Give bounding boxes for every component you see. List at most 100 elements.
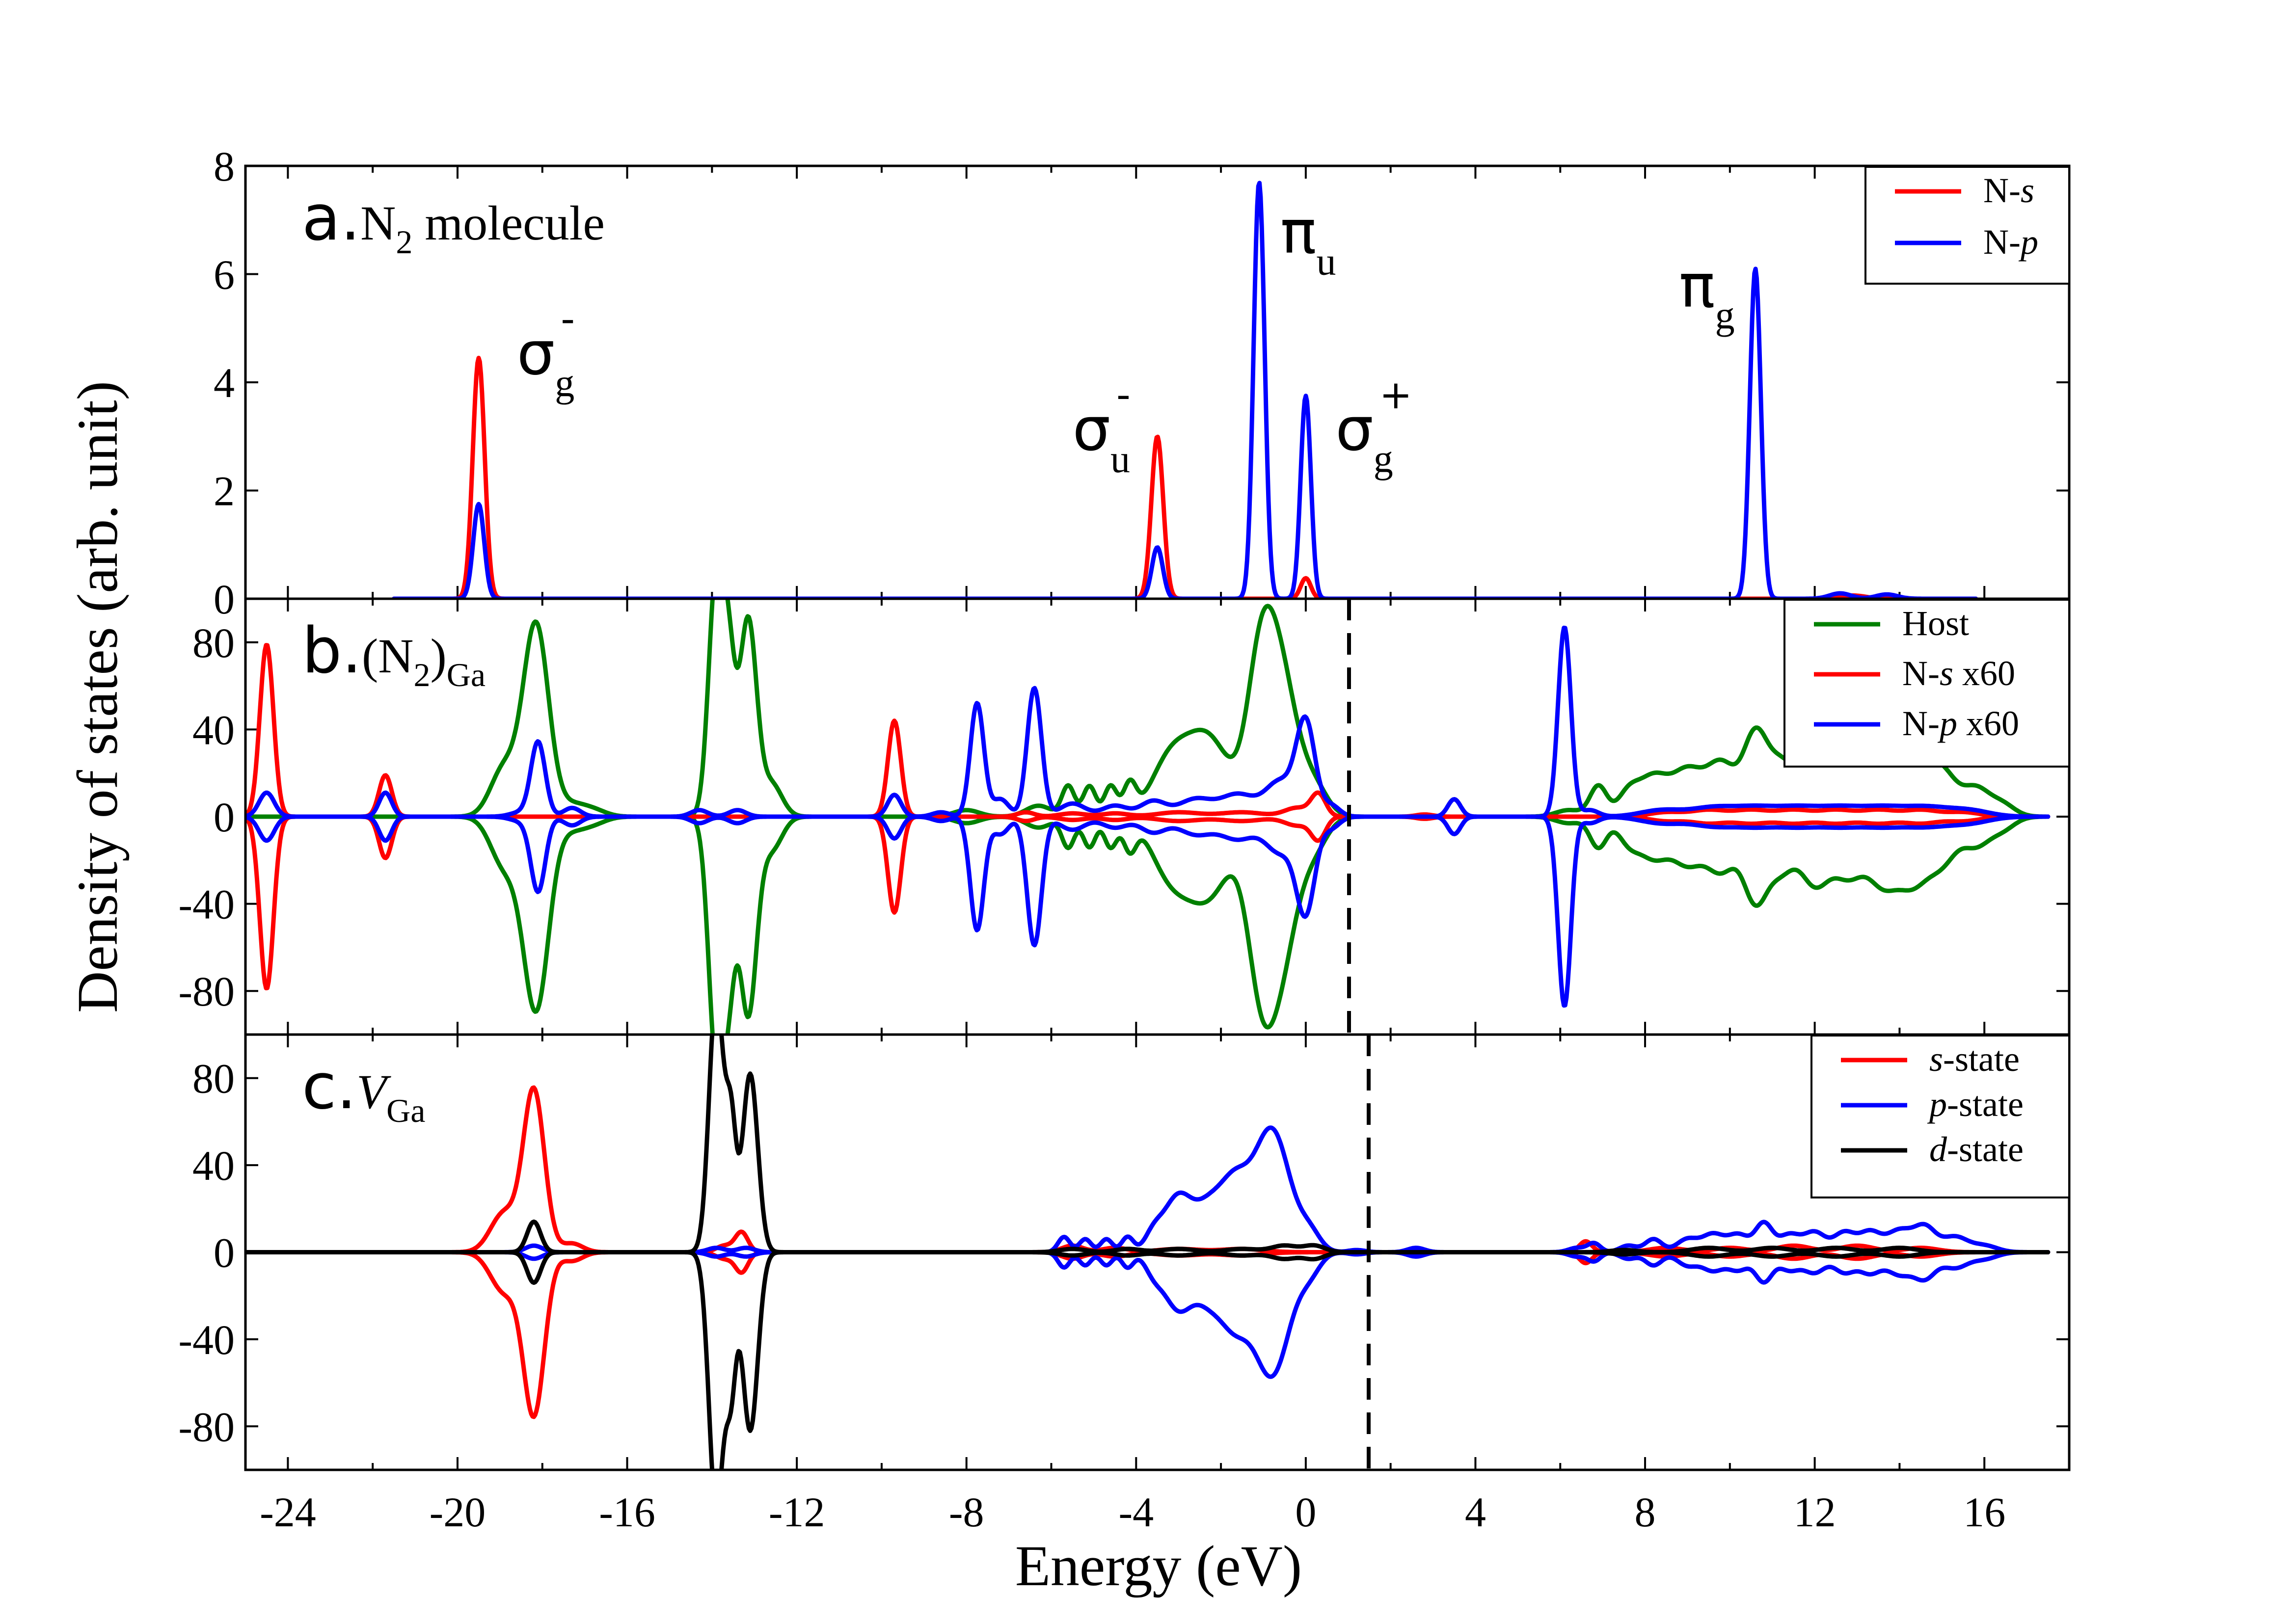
y-tick-label: -40 [178,1316,235,1363]
y-tick-label: 40 [192,1142,235,1189]
x-tick-label: -20 [430,1489,486,1536]
peak-annotation: πu [1280,197,1336,283]
annotation-sup: - [561,296,575,342]
x-tick-label: -24 [260,1489,316,1536]
annotation-symbol: π [1280,197,1316,266]
legend-box [1810,1035,2070,1198]
panel-label: b.(N2)Ga [302,614,486,693]
legend-entry-name: N- [1902,654,1940,693]
y-tick-label: -40 [178,881,235,928]
legend-box [1783,599,2070,768]
legend-entry-suffix: x60 [1957,704,2019,743]
legend: N-sN-p [1864,166,2070,285]
peak-annotation: σu - [1073,372,1131,481]
legend-entry-name: N- [1902,704,1940,743]
x-tick-label: 16 [1963,1489,2005,1536]
legend: Host N-s x60 N-p x60 [1783,599,2070,768]
annotation-sup: + [1379,372,1412,418]
legend-entry: p-state [1927,1085,2024,1124]
panel-label-letter: b. [302,614,362,688]
panel-label-letter: a. [302,182,360,255]
x-tick-label: -16 [599,1489,655,1536]
legend-entry: s-state [1929,1039,2020,1079]
panel-frame [244,1033,2071,1471]
panel-series [245,1035,2051,1470]
annotation-sub: g [555,362,574,405]
y-tick-label: 6 [214,251,235,298]
y-tick-label: 40 [192,706,235,753]
y-tick-label: 0 [214,576,235,623]
legend-entry: N-s x60 [1902,654,2015,693]
x-tick-label: -12 [769,1489,825,1536]
legend-entry: N-p x60 [1902,704,2019,743]
y-tick-label: 80 [192,1055,235,1102]
panel-label-rest: ) [430,629,446,683]
legend-entry: Host [1902,604,1969,643]
legend-entry-italic: d [1929,1130,1947,1169]
y-tick-label: 4 [214,359,235,406]
legend-entry-suffix: -state [1947,1085,2024,1124]
y-tick-label: -80 [178,1403,235,1450]
legend-entry: N-p [1983,222,2038,262]
panel-label-letter: c. [302,1050,356,1123]
legend-entry: N-s [1983,171,2034,210]
peak-annotation: σg - [517,296,575,405]
panel-label-rest: molecule [412,196,605,250]
annotation-sub: g [1715,294,1735,338]
legend-entry-name: N- [1983,171,2021,210]
annotation-sub: g [1374,438,1393,481]
annotation-sub: u [1316,240,1336,283]
panel-label-sub2: Ga [447,656,486,693]
annotation-symbol: σ [517,319,555,388]
y-tick-label: 80 [192,619,235,666]
annotation-sub: u [1110,438,1130,481]
series-d-state-up [245,1035,2051,1254]
y-tick-label: -80 [178,968,235,1015]
series-host-down [245,814,2051,1035]
legend-entry-suffix: x60 [1953,654,2015,693]
annotation-symbol: π [1679,251,1715,321]
annotation-sup: - [1116,372,1131,418]
x-tick-label: 8 [1635,1489,1656,1536]
series-host-up [245,599,2051,819]
series-p-state-down [245,1250,2051,1379]
y-tick-label: 8 [214,143,235,190]
x-tick-label: -8 [949,1489,984,1536]
series-p-state-up [245,1125,2051,1254]
panel-label-sub: 2 [396,223,412,261]
legend-box [1864,166,2070,285]
legend-entry-italic: p [2018,222,2038,262]
y-tick-label: 0 [214,794,235,841]
legend-entry-suffix: -state [1943,1039,2020,1079]
panel-label-sub: Ga [386,1092,425,1129]
legend-entry-italic: s [2021,171,2034,210]
y-axis-label: Density of states (arb. unit) [65,381,130,1013]
y-tick-label: 2 [214,468,235,515]
x-axis-label: Energy (eV) [1015,1534,1302,1598]
panel-b: -80 -40 0 40 80 b.(N2)Ga Host N-s x60 N-p x60 [178,597,2071,1036]
y-tick-label: 0 [214,1229,235,1276]
x-tick-label: 0 [1295,1489,1316,1536]
series-n-p-x60-up [245,625,2051,819]
annotation-symbol: σ [1073,395,1110,464]
panel-label-text: (N [362,629,414,683]
legend-entry-italic: p [1927,1085,1947,1124]
panel-label-text: V [356,1064,391,1119]
legend-entry: d-state [1929,1130,2024,1169]
x-tick-label: -4 [1118,1489,1154,1536]
legend-entry-suffix: -state [1947,1130,2024,1169]
series-d-state-down [245,1250,2051,1470]
panel-label-text: N [360,196,396,250]
legend-entry-name: Host [1902,604,1969,643]
annotation-symbol: σ [1335,395,1373,464]
panel-label: c.VGa [302,1050,425,1129]
panel-label: a.N2 molecule [302,182,605,261]
x-tick-label: 4 [1465,1489,1486,1536]
peak-annotation: σg + [1335,372,1412,481]
legend-entry-name: N- [1983,222,2021,262]
series-n-p-x60-down [245,814,2051,1008]
